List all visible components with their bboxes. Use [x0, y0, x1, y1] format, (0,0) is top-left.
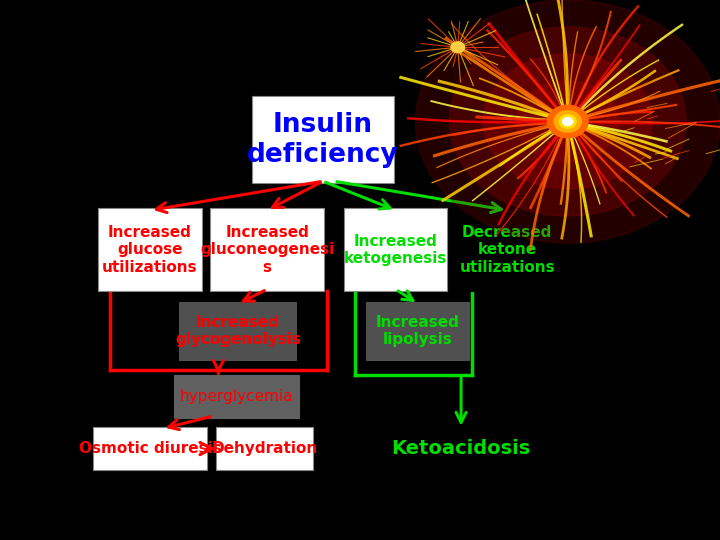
FancyBboxPatch shape	[402, 427, 520, 470]
FancyBboxPatch shape	[174, 375, 300, 418]
Text: Increased
glucose
utilizations: Increased glucose utilizations	[102, 225, 198, 275]
FancyBboxPatch shape	[366, 302, 469, 360]
Text: Osmotic diuresis: Osmotic diuresis	[78, 441, 221, 456]
Text: Increased
glycogenolysis: Increased glycogenolysis	[175, 315, 301, 347]
FancyBboxPatch shape	[93, 427, 207, 470]
Circle shape	[483, 54, 652, 189]
Text: hyperglycemia: hyperglycemia	[180, 389, 293, 404]
Text: Insulin
deficiency: Insulin deficiency	[247, 112, 399, 167]
Text: Increased
gluconeogenesi
s: Increased gluconeogenesi s	[200, 225, 334, 275]
FancyBboxPatch shape	[179, 302, 297, 360]
Circle shape	[449, 27, 686, 216]
FancyBboxPatch shape	[210, 208, 324, 292]
Circle shape	[554, 111, 581, 132]
Text: Increased
lipolysis: Increased lipolysis	[376, 315, 460, 347]
Circle shape	[415, 0, 720, 243]
FancyBboxPatch shape	[215, 427, 313, 470]
Text: Ketoacidosis: Ketoacidosis	[392, 439, 531, 458]
Circle shape	[451, 42, 464, 52]
FancyBboxPatch shape	[344, 208, 447, 292]
FancyBboxPatch shape	[252, 96, 394, 183]
Circle shape	[559, 115, 576, 128]
Circle shape	[562, 117, 573, 126]
Circle shape	[517, 81, 618, 162]
Text: Dehydration: Dehydration	[211, 441, 318, 456]
FancyBboxPatch shape	[456, 208, 559, 292]
Text: Increased
ketogenesis: Increased ketogenesis	[344, 234, 447, 266]
Circle shape	[547, 105, 588, 138]
FancyBboxPatch shape	[99, 208, 202, 292]
Text: Decreased
ketone
utilizations: Decreased ketone utilizations	[459, 225, 555, 275]
